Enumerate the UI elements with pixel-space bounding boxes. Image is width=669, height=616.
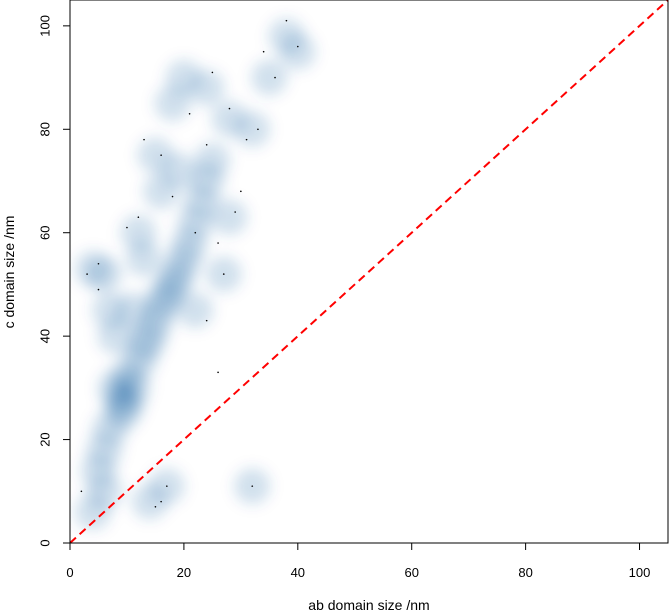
density-point-36	[251, 59, 288, 96]
x-axis: 0 20 40 60 80 100	[66, 543, 650, 580]
outlier-point-5	[160, 154, 162, 156]
density-point-42	[177, 292, 214, 329]
outlier-point-11	[245, 138, 248, 141]
x-tick-label-5: 100	[629, 565, 651, 580]
outlier-point-10	[234, 211, 236, 213]
density-point-33	[188, 69, 225, 106]
density-point-35	[234, 111, 271, 148]
y-tick-label-2: 40	[37, 329, 52, 343]
x-tick-label-2: 40	[291, 565, 305, 580]
outlier-point-28	[188, 112, 191, 115]
outlier-point-14	[274, 76, 276, 79]
outlier-point-24	[205, 319, 208, 322]
outlier-point-0	[86, 273, 88, 275]
x-tick-label-0: 0	[66, 565, 73, 580]
y-tick-label-1: 20	[37, 432, 52, 446]
density-point-38	[279, 33, 316, 70]
outlier-layer	[80, 19, 299, 508]
outlier-point-12	[257, 128, 259, 131]
density-point-28	[74, 250, 111, 287]
reference-line	[70, 0, 668, 543]
y-axis-title: c domain size /nm	[1, 216, 17, 329]
x-tick-label-4: 80	[518, 565, 532, 580]
outlier-point-6	[171, 195, 174, 198]
outlier-point-22	[251, 485, 254, 487]
y-tick-label-4: 80	[37, 122, 52, 136]
density-point-48	[160, 152, 197, 189]
outlier-point-21	[166, 485, 168, 487]
outlier-point-27	[143, 138, 145, 141]
outlier-point-17	[211, 71, 214, 74]
reference-line-layer	[70, 0, 668, 543]
density-layer	[74, 18, 316, 530]
outlier-point-18	[205, 144, 208, 146]
outlier-point-3	[137, 216, 140, 218]
density-point-45	[114, 292, 151, 329]
y-axis: 0 20 40 60 80 100	[37, 15, 70, 547]
outlier-point-23	[217, 371, 219, 374]
outlier-point-15	[285, 19, 288, 22]
x-axis-title: ab domain size /nm	[308, 597, 429, 613]
y-tick-label-3: 60	[37, 225, 52, 239]
y-tick-label-0: 0	[37, 539, 52, 546]
outlier-point-7	[194, 231, 197, 234]
outlier-point-4	[126, 226, 128, 229]
outlier-point-8	[217, 242, 219, 244]
outlier-point-19	[154, 506, 157, 508]
plot-frame	[69, 0, 669, 544]
outlier-point-29	[228, 107, 231, 110]
density-point-24	[74, 493, 111, 530]
density-point-46	[126, 240, 163, 277]
outlier-point-26	[80, 490, 83, 493]
x-tick-label-3: 60	[404, 565, 418, 580]
y-tick-label-5: 100	[37, 15, 52, 37]
outlier-point-13	[262, 50, 265, 53]
density-point-44	[211, 199, 248, 236]
outlier-point-16	[297, 45, 299, 48]
outlier-point-1	[97, 262, 100, 265]
density-point-19	[194, 142, 231, 179]
outlier-point-2	[97, 288, 100, 291]
outlier-point-9	[222, 273, 225, 275]
outlier-point-25	[240, 190, 242, 193]
outlier-point-20	[160, 500, 162, 503]
x-tick-label-1: 20	[177, 565, 191, 580]
